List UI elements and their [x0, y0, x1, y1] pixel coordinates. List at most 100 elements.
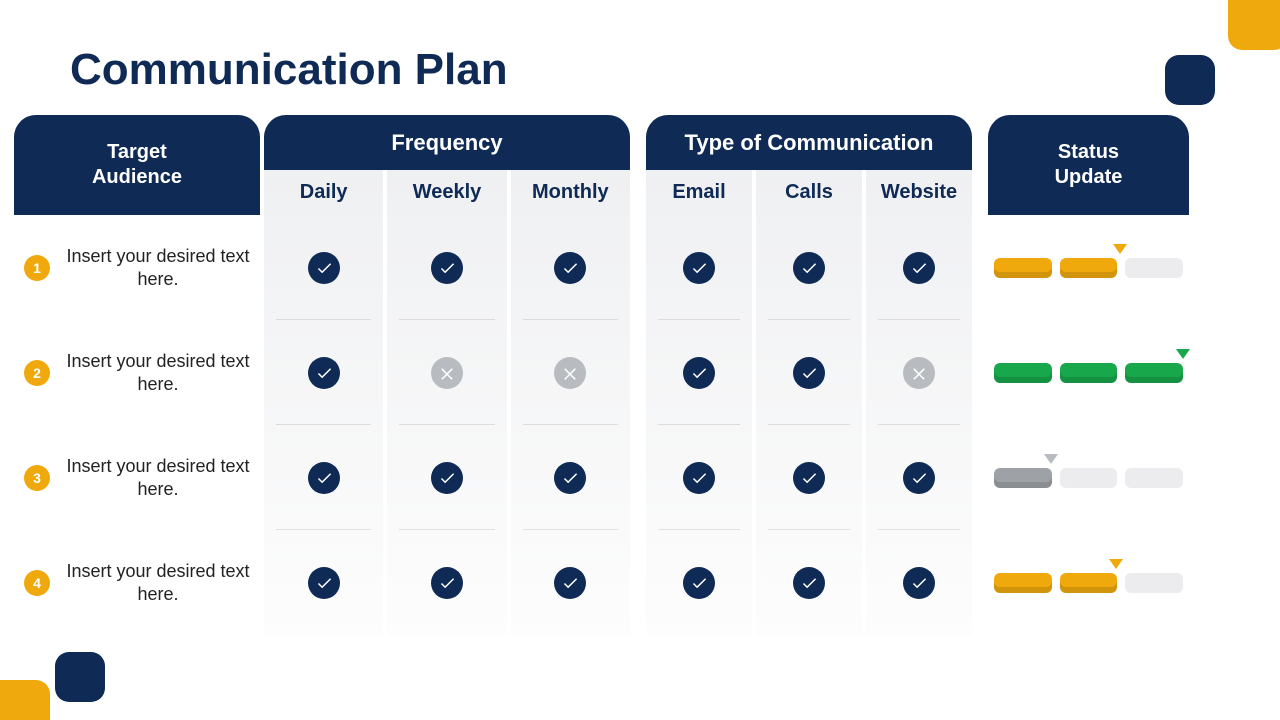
type-cells — [644, 215, 974, 320]
row-number-badge: 4 — [24, 570, 50, 596]
frequency-cells — [262, 530, 632, 635]
frequency-cells — [262, 425, 632, 530]
check-icon — [683, 462, 715, 494]
type-cell — [864, 530, 974, 635]
check-icon — [903, 462, 935, 494]
type-cells — [644, 530, 974, 635]
status-segment — [1060, 468, 1118, 488]
header-status: StatusUpdate — [988, 115, 1189, 215]
status-cell — [986, 320, 1191, 425]
deco-shape — [1165, 55, 1215, 105]
target-audience-cell: 3 Insert your desired text here. — [12, 425, 262, 530]
type-cells — [644, 425, 974, 530]
check-icon — [554, 462, 586, 494]
row-text: Insert your desired text here. — [62, 350, 254, 395]
status-segment — [1125, 258, 1183, 278]
status-marker-icon — [1176, 349, 1190, 359]
status-segment — [994, 258, 1052, 278]
freq-cell — [509, 215, 632, 320]
check-icon — [554, 252, 586, 284]
freq-cell — [509, 425, 632, 530]
status-cell — [986, 425, 1191, 530]
status-bar — [990, 363, 1187, 383]
type-cell — [864, 320, 974, 425]
status-segment — [1060, 258, 1118, 278]
type-cell — [754, 215, 864, 320]
frequency-cells — [262, 215, 632, 320]
cross-icon — [431, 357, 463, 389]
row-number-badge: 3 — [24, 465, 50, 491]
status-segment — [1125, 363, 1183, 383]
cross-icon — [554, 357, 586, 389]
check-icon — [793, 357, 825, 389]
type-cell — [864, 425, 974, 530]
type-cell — [644, 215, 754, 320]
status-bar — [990, 258, 1187, 278]
deco-shape — [0, 680, 50, 720]
check-icon — [903, 252, 935, 284]
row-text: Insert your desired text here. — [62, 560, 254, 605]
sub-daily: Daily — [262, 170, 385, 215]
freq-cell — [509, 320, 632, 425]
target-audience-cell: 2 Insert your desired text here. — [12, 320, 262, 425]
check-icon — [793, 567, 825, 599]
cross-icon — [903, 357, 935, 389]
header-frequency: Frequency — [264, 115, 630, 170]
type-cell — [644, 320, 754, 425]
check-icon — [793, 252, 825, 284]
type-cell — [754, 425, 864, 530]
check-icon — [431, 252, 463, 284]
type-cell — [754, 530, 864, 635]
type-cell — [864, 215, 974, 320]
check-icon — [793, 462, 825, 494]
freq-cell — [262, 320, 385, 425]
header-type: Type of Communication — [646, 115, 972, 170]
status-marker-icon — [1109, 559, 1123, 569]
freq-cell — [262, 215, 385, 320]
check-icon — [308, 567, 340, 599]
status-cell — [986, 530, 1191, 635]
check-icon — [431, 567, 463, 599]
deco-shape — [55, 652, 105, 702]
check-icon — [554, 567, 586, 599]
frequency-cells — [262, 320, 632, 425]
freq-cell — [385, 425, 508, 530]
target-audience-cell: 1 Insert your desired text here. — [12, 215, 262, 320]
status-marker-icon — [1113, 244, 1127, 254]
type-cell — [754, 320, 864, 425]
page-title: Communication Plan — [70, 45, 508, 95]
sub-monthly: Monthly — [509, 170, 632, 215]
check-icon — [431, 462, 463, 494]
row-text: Insert your desired text here. — [62, 245, 254, 290]
freq-cell — [385, 320, 508, 425]
header-target-audience: TargetAudience — [14, 115, 260, 215]
sub-calls: Calls — [754, 170, 864, 215]
check-icon — [308, 462, 340, 494]
status-segment — [994, 363, 1052, 383]
deco-shape — [1228, 0, 1280, 50]
status-segment — [1060, 363, 1118, 383]
status-bar — [990, 573, 1187, 593]
status-segment — [1060, 573, 1118, 593]
sub-weekly: Weekly — [385, 170, 508, 215]
slide: Communication Plan TargetAudience Freque… — [0, 0, 1280, 720]
check-icon — [308, 357, 340, 389]
freq-cell — [385, 530, 508, 635]
status-segment — [994, 573, 1052, 593]
sub-email: Email — [644, 170, 754, 215]
status-marker-icon — [1044, 454, 1058, 464]
check-icon — [683, 357, 715, 389]
status-bar — [990, 468, 1187, 488]
check-icon — [683, 252, 715, 284]
status-segment — [994, 468, 1052, 488]
freq-subheaders: Daily Weekly Monthly — [262, 170, 632, 215]
row-text: Insert your desired text here. — [62, 455, 254, 500]
status-segment — [1125, 573, 1183, 593]
comm-plan-table: TargetAudience Frequency Type of Communi… — [12, 115, 1260, 650]
type-subheaders: Email Calls Website — [644, 170, 974, 215]
status-cell — [986, 215, 1191, 320]
type-cell — [644, 425, 754, 530]
freq-cell — [509, 530, 632, 635]
freq-cell — [262, 425, 385, 530]
check-icon — [683, 567, 715, 599]
